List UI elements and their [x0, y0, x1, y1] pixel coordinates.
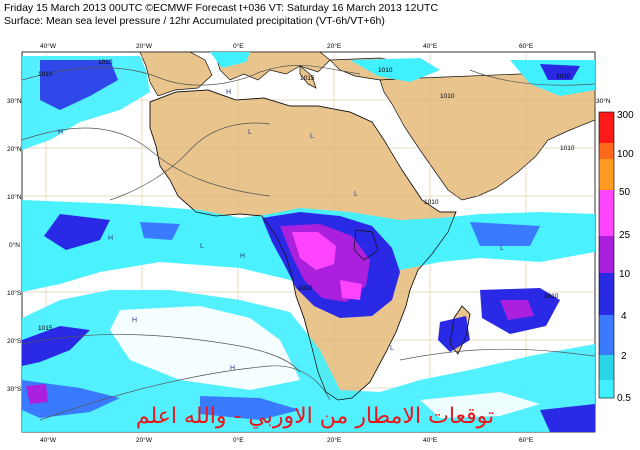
isobar-label: 1015: [38, 325, 53, 332]
high-pressure-marker: H: [58, 129, 63, 136]
colorbar-swatch: [599, 273, 614, 315]
lon-tick: 0°E: [233, 42, 244, 50]
lon-tick: 20°E: [327, 436, 342, 444]
colorbar-swatch: [599, 190, 614, 236]
isobar-label: 1015: [300, 75, 315, 82]
lat-tick: 20°N: [7, 145, 22, 153]
colorbar-label: 100: [617, 149, 634, 160]
lat-tick: 30°N: [7, 97, 22, 105]
lat-tick: 0°N: [9, 241, 20, 249]
isobar-label: 1010: [378, 67, 393, 74]
high-pressure-marker: H: [132, 317, 137, 324]
high-pressure-marker: H: [230, 365, 235, 372]
lon-tick: 20°E: [327, 42, 342, 50]
colorbar-swatch: [599, 143, 614, 159]
isobar-label: 1010: [98, 59, 113, 66]
lat-tick: 10°S: [7, 289, 22, 297]
precipitation-colorbar: 300 100 50 25 10 4 2 0.5: [598, 110, 634, 404]
colorbar-label: 4: [621, 311, 627, 322]
coastlines: [149, 89, 471, 401]
isobar-label: 1010: [298, 285, 313, 292]
isobars: [22, 65, 595, 421]
lon-tick: 20°W: [136, 42, 153, 50]
colorbar-swatch: [599, 112, 614, 143]
isobar-label: 1010: [556, 73, 571, 80]
low-pressure-marker: L: [248, 129, 252, 136]
lat-tick-right: 30°N: [596, 97, 611, 105]
high-pressure-marker: H: [240, 253, 245, 260]
high-pressure-marker: H: [226, 89, 231, 96]
lon-tick: 40°W: [40, 436, 57, 444]
colorbar-swatch: [599, 159, 614, 190]
longitude-labels-top: 40°W 20°W 0°E 20°E 40°E 60°E: [40, 42, 534, 50]
isobar-label: 1010: [544, 293, 559, 300]
latitude-labels-left: 30°N 20°N 10°N 0°N 10°S 20°S 30°S: [7, 97, 22, 393]
colorbar-label: 10: [619, 269, 631, 280]
lon-tick: 20°W: [136, 436, 153, 444]
header-title: Friday 15 March 2013 00UTC ©ECMWF Foreca…: [4, 2, 439, 14]
colorbar-swatch: [599, 380, 614, 398]
colorbar-label: 2: [621, 351, 627, 362]
low-pressure-marker: L: [500, 245, 504, 252]
lon-tick: 40°W: [40, 42, 57, 50]
isobar-label: 1010: [440, 93, 455, 100]
colorbar-swatch: [599, 315, 614, 355]
lon-tick: 60°E: [519, 42, 534, 50]
pressure-markers: H H L L L H L H L H L H: [58, 89, 504, 372]
low-pressure-marker: L: [310, 133, 314, 140]
arabic-caption-overlay: توقعات الامطار من الاوربي - والله اعلم: [135, 404, 495, 429]
colorbar-label: 300: [617, 110, 634, 121]
colorbar-label: 0.5: [617, 393, 631, 404]
lat-tick: 10°N: [7, 193, 22, 201]
lon-tick: 40°E: [423, 42, 438, 50]
high-pressure-marker: H: [108, 235, 113, 242]
isobar-labels: 1010 1010 1015 1010 1010 1010 1010 1010 …: [38, 59, 575, 332]
header-subtitle: Surface: Mean sea level pressure / 12hr …: [4, 15, 385, 27]
lon-tick: 0°E: [233, 436, 244, 444]
lat-tick: 30°S: [7, 385, 22, 393]
lon-tick: 40°E: [423, 436, 438, 444]
colorbar-label: 25: [619, 230, 631, 241]
longitude-labels-bottom: 40°W 20°W 0°E 20°E 40°E 60°E: [40, 436, 534, 444]
colorbar-swatch: [599, 236, 614, 273]
precipitation-field: [22, 52, 595, 432]
lon-tick: 60°E: [519, 436, 534, 444]
lat-tick: 20°S: [7, 337, 22, 345]
isobar-label: 1010: [424, 199, 439, 206]
low-pressure-marker: L: [354, 191, 358, 198]
low-pressure-marker: L: [390, 345, 394, 352]
low-pressure-marker: L: [200, 243, 204, 250]
isobar-label: 1010: [560, 145, 575, 152]
colorbar-label: 50: [619, 187, 631, 198]
isobar-label: 1010: [38, 71, 53, 78]
colorbar-swatch: [599, 355, 614, 380]
